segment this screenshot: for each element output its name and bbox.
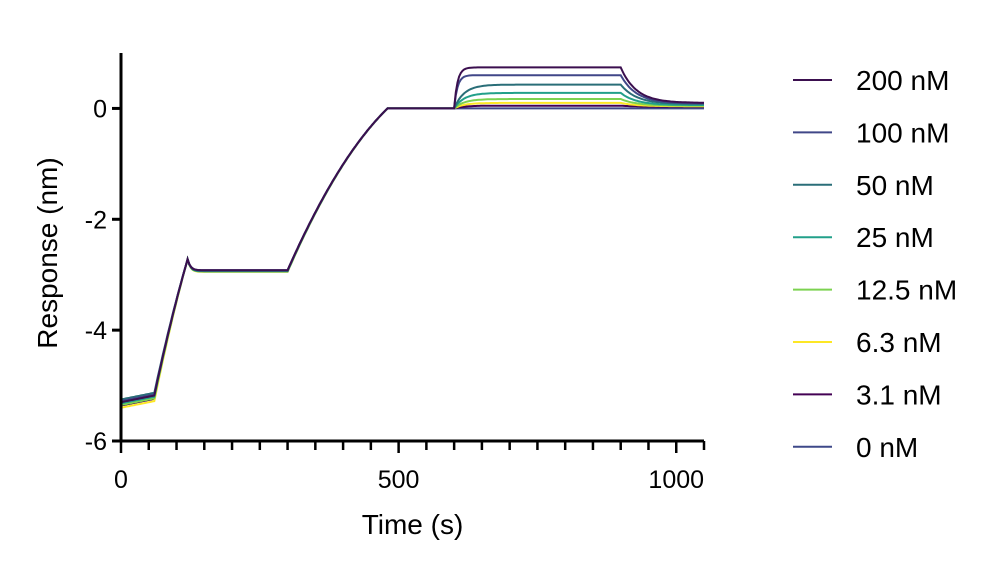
legend-item: 0 nM xyxy=(793,432,918,463)
y-tick-label: -6 xyxy=(85,428,107,456)
x-tick-label: 0 xyxy=(114,466,128,494)
x-axis-ticks: 0 500 1000 xyxy=(114,441,706,494)
legend-item: 6.3 nM xyxy=(793,327,942,358)
legend-item: 25 nM xyxy=(793,222,934,253)
y-axis-title: Response (nm) xyxy=(32,157,63,348)
legend-label: 25 nM xyxy=(856,222,934,253)
series-line xyxy=(120,91,704,405)
legend-label: 200 nM xyxy=(856,65,949,96)
x-tick-label: 1000 xyxy=(648,466,704,494)
legend-item: 100 nM xyxy=(793,117,949,148)
y-axis-ticks: -6 -4 -2 0 xyxy=(85,95,121,456)
legend-label: 50 nM xyxy=(856,170,934,201)
legend-label: 3.1 nM xyxy=(856,379,942,410)
x-tick-label: 500 xyxy=(378,466,420,494)
legend: 200 nM 100 nM 50 nM 25 nM 12.5 nM 6.3 nM 3.1 n… xyxy=(793,65,957,463)
legend-item: 3.1 nM xyxy=(793,379,942,410)
series-line xyxy=(120,107,704,405)
series-line xyxy=(120,83,704,401)
legend-label: 6.3 nM xyxy=(856,327,942,358)
legend-item: 200 nM xyxy=(793,65,949,96)
legend-label: 100 nM xyxy=(856,117,949,148)
series-line xyxy=(120,74,704,403)
y-tick-label: 0 xyxy=(93,95,107,123)
plot-area xyxy=(120,66,704,409)
y-tick-label: -2 xyxy=(85,206,107,234)
legend-item: 12.5 nM xyxy=(793,275,957,306)
legend-label: 0 nM xyxy=(856,432,918,463)
legend-item: 50 nM xyxy=(793,170,934,201)
series-line xyxy=(120,98,704,406)
x-axis-title: Time (s) xyxy=(362,509,464,540)
y-tick-label: -4 xyxy=(85,317,107,345)
series-line xyxy=(120,66,704,404)
series-line xyxy=(120,104,704,407)
axes: -6 -4 -2 0 0 500 1000 xyxy=(85,53,706,494)
series-line xyxy=(120,101,704,409)
legend-label: 12.5 nM xyxy=(856,275,957,306)
